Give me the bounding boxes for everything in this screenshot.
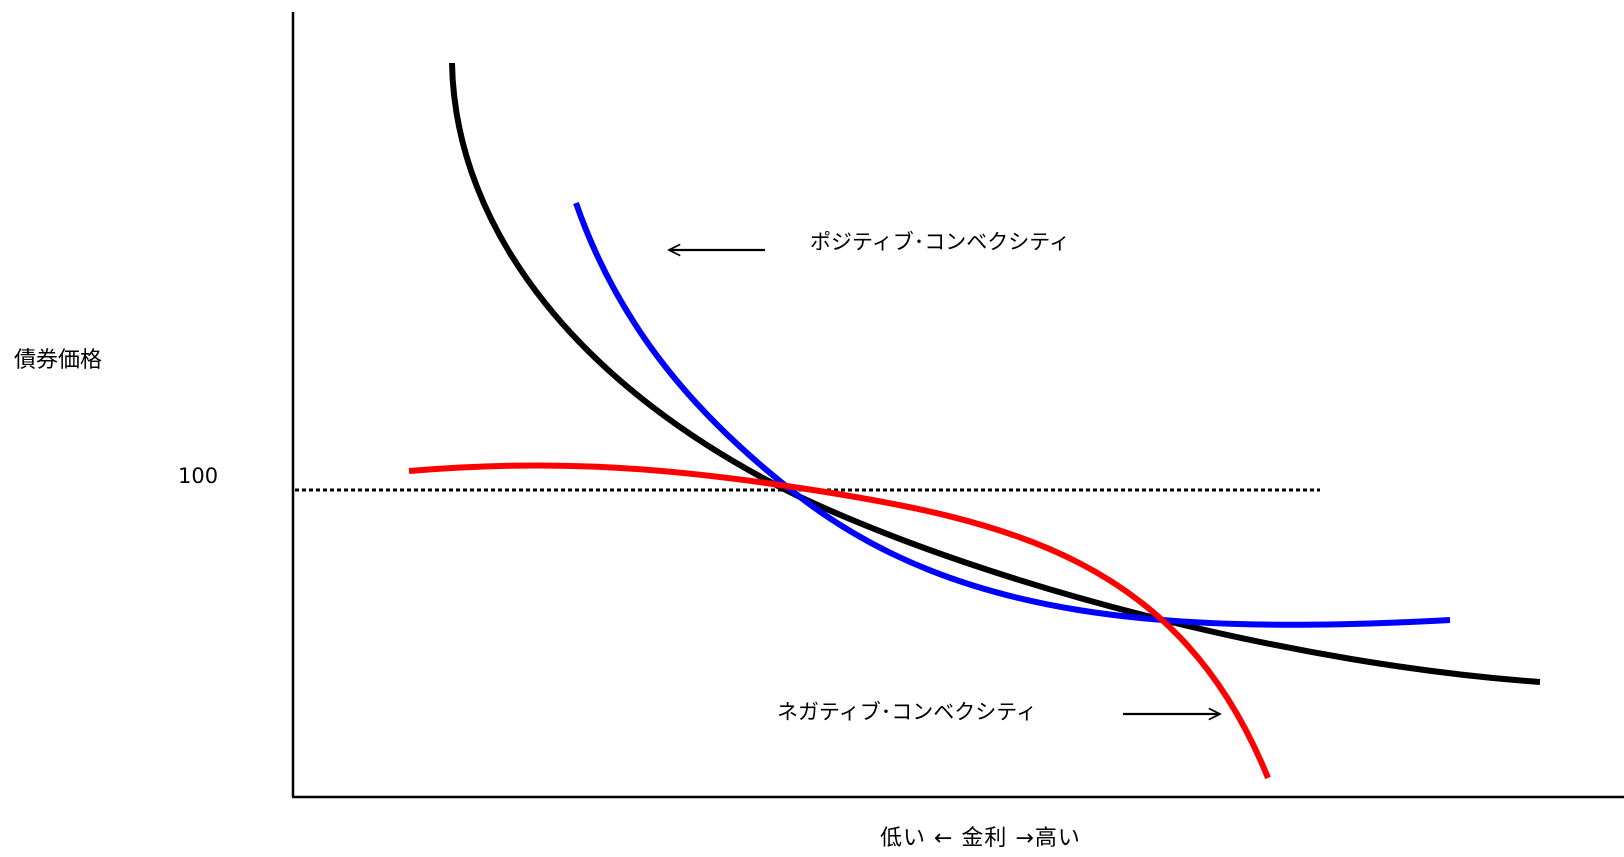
negative-convexity-label: ネガティブ･コンベクシティ <box>777 700 1037 724</box>
y-axis-label: 債券価格 <box>14 348 103 373</box>
negative-convexity-curve <box>408 462 1271 780</box>
positive-convexity-curve <box>573 202 1451 628</box>
x-axis-label: 低い ← 金利 →高い <box>880 826 1081 851</box>
reference-value-label: 100 <box>178 464 219 488</box>
positive-convexity-label: ポジティブ･コンベクシティ <box>810 230 1070 254</box>
